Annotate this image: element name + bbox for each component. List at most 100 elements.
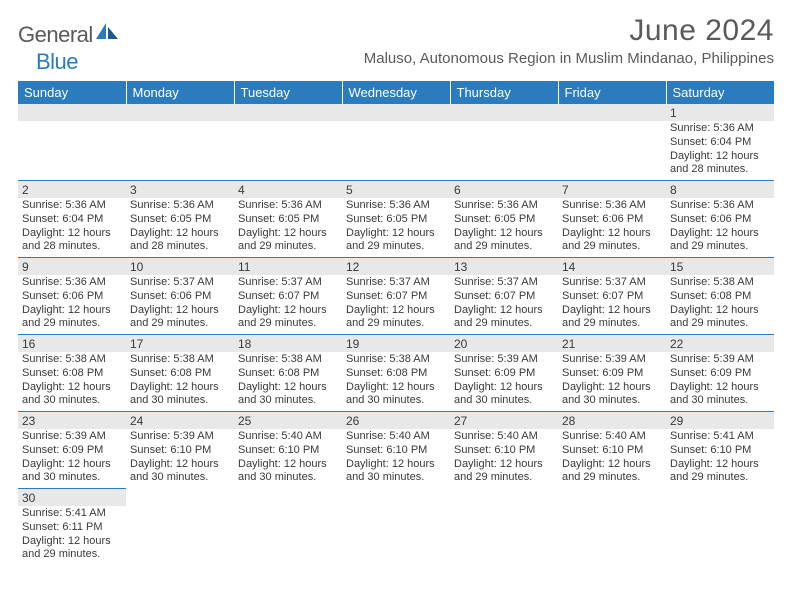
sunrise-line: Sunrise: 5:39 AM bbox=[22, 430, 122, 444]
day-number-cell: 27 bbox=[450, 412, 558, 430]
daylight-line: Daylight: 12 hours and 29 minutes. bbox=[562, 227, 662, 255]
day-number-row: 23242526272829 bbox=[18, 412, 774, 430]
day-number-cell bbox=[450, 489, 558, 507]
day-number-cell: 2 bbox=[18, 181, 126, 199]
daylight-line: Daylight: 12 hours and 29 minutes. bbox=[346, 227, 446, 255]
day-number-cell bbox=[558, 104, 666, 121]
daylight-line: Daylight: 12 hours and 29 minutes. bbox=[562, 458, 662, 486]
day-number-row: 2345678 bbox=[18, 181, 774, 199]
day-info-cell: Sunrise: 5:38 AMSunset: 6:08 PMDaylight:… bbox=[342, 352, 450, 412]
day-info-cell bbox=[126, 121, 234, 181]
day-number-cell: 12 bbox=[342, 258, 450, 276]
daylight-line: Daylight: 12 hours and 30 minutes. bbox=[22, 381, 122, 409]
day-number-cell: 24 bbox=[126, 412, 234, 430]
day-info-cell bbox=[342, 506, 450, 565]
sunrise-line: Sunrise: 5:37 AM bbox=[238, 276, 338, 290]
day-number-cell bbox=[18, 104, 126, 121]
sunrise-line: Sunrise: 5:36 AM bbox=[238, 199, 338, 213]
daylight-line: Daylight: 12 hours and 29 minutes. bbox=[238, 304, 338, 332]
daylight-line: Daylight: 12 hours and 30 minutes. bbox=[130, 381, 230, 409]
logo: General bbox=[18, 22, 121, 48]
logo-text-general: General bbox=[18, 22, 93, 48]
daylight-line: Daylight: 12 hours and 29 minutes. bbox=[454, 227, 554, 255]
day-info-cell: Sunrise: 5:36 AMSunset: 6:04 PMDaylight:… bbox=[666, 121, 774, 181]
sunrise-line: Sunrise: 5:37 AM bbox=[346, 276, 446, 290]
sunrise-line: Sunrise: 5:37 AM bbox=[130, 276, 230, 290]
day-info-row: Sunrise: 5:38 AMSunset: 6:08 PMDaylight:… bbox=[18, 352, 774, 412]
sunrise-line: Sunrise: 5:41 AM bbox=[22, 507, 122, 521]
daylight-line: Daylight: 12 hours and 30 minutes. bbox=[130, 458, 230, 486]
day-number-cell bbox=[666, 489, 774, 507]
sunset-line: Sunset: 6:09 PM bbox=[562, 367, 662, 381]
day-info-cell: Sunrise: 5:36 AMSunset: 6:04 PMDaylight:… bbox=[18, 198, 126, 258]
sunset-line: Sunset: 6:07 PM bbox=[454, 290, 554, 304]
month-title: June 2024 bbox=[364, 14, 774, 48]
day-header: Monday bbox=[126, 81, 234, 104]
daylight-line: Daylight: 12 hours and 28 minutes. bbox=[22, 227, 122, 255]
day-header: Saturday bbox=[666, 81, 774, 104]
day-number-cell: 6 bbox=[450, 181, 558, 199]
day-info-cell bbox=[18, 121, 126, 181]
day-info-cell: Sunrise: 5:36 AMSunset: 6:06 PMDaylight:… bbox=[558, 198, 666, 258]
day-number-row: 9101112131415 bbox=[18, 258, 774, 276]
day-info-cell: Sunrise: 5:40 AMSunset: 6:10 PMDaylight:… bbox=[234, 429, 342, 489]
sunrise-line: Sunrise: 5:36 AM bbox=[562, 199, 662, 213]
sunset-line: Sunset: 6:04 PM bbox=[670, 136, 770, 150]
sunrise-line: Sunrise: 5:40 AM bbox=[562, 430, 662, 444]
daylight-line: Daylight: 12 hours and 30 minutes. bbox=[238, 458, 338, 486]
sunset-line: Sunset: 6:08 PM bbox=[22, 367, 122, 381]
sunrise-line: Sunrise: 5:39 AM bbox=[454, 353, 554, 367]
sunrise-line: Sunrise: 5:38 AM bbox=[238, 353, 338, 367]
day-number-cell: 14 bbox=[558, 258, 666, 276]
daylight-line: Daylight: 12 hours and 28 minutes. bbox=[670, 150, 770, 178]
sunrise-line: Sunrise: 5:38 AM bbox=[22, 353, 122, 367]
sunset-line: Sunset: 6:07 PM bbox=[238, 290, 338, 304]
day-info-cell: Sunrise: 5:37 AMSunset: 6:06 PMDaylight:… bbox=[126, 275, 234, 335]
day-number-cell: 28 bbox=[558, 412, 666, 430]
sunset-line: Sunset: 6:09 PM bbox=[454, 367, 554, 381]
daylight-line: Daylight: 12 hours and 30 minutes. bbox=[238, 381, 338, 409]
day-header: Tuesday bbox=[234, 81, 342, 104]
day-number-cell: 15 bbox=[666, 258, 774, 276]
daylight-line: Daylight: 12 hours and 29 minutes. bbox=[346, 304, 446, 332]
day-info-cell: Sunrise: 5:36 AMSunset: 6:05 PMDaylight:… bbox=[342, 198, 450, 258]
day-info-cell: Sunrise: 5:37 AMSunset: 6:07 PMDaylight:… bbox=[342, 275, 450, 335]
daylight-line: Daylight: 12 hours and 29 minutes. bbox=[238, 227, 338, 255]
day-number-cell: 3 bbox=[126, 181, 234, 199]
day-number-cell: 1 bbox=[666, 104, 774, 121]
daylight-line: Daylight: 12 hours and 29 minutes. bbox=[454, 304, 554, 332]
day-number-cell: 29 bbox=[666, 412, 774, 430]
day-number-cell: 30 bbox=[18, 489, 126, 507]
daylight-line: Daylight: 12 hours and 30 minutes. bbox=[562, 381, 662, 409]
day-info-cell bbox=[666, 506, 774, 565]
day-number-cell: 21 bbox=[558, 335, 666, 353]
sunset-line: Sunset: 6:09 PM bbox=[670, 367, 770, 381]
day-number-cell: 13 bbox=[450, 258, 558, 276]
day-info-cell bbox=[558, 121, 666, 181]
day-number-cell: 22 bbox=[666, 335, 774, 353]
sunset-line: Sunset: 6:05 PM bbox=[346, 213, 446, 227]
sunrise-line: Sunrise: 5:37 AM bbox=[454, 276, 554, 290]
daylight-line: Daylight: 12 hours and 30 minutes. bbox=[670, 381, 770, 409]
day-number-row: 30 bbox=[18, 489, 774, 507]
sunset-line: Sunset: 6:10 PM bbox=[130, 444, 230, 458]
daylight-line: Daylight: 12 hours and 29 minutes. bbox=[562, 304, 662, 332]
day-number-cell: 10 bbox=[126, 258, 234, 276]
daylight-line: Daylight: 12 hours and 29 minutes. bbox=[670, 458, 770, 486]
day-number-cell: 23 bbox=[18, 412, 126, 430]
day-info-cell: Sunrise: 5:38 AMSunset: 6:08 PMDaylight:… bbox=[234, 352, 342, 412]
day-info-row: Sunrise: 5:36 AMSunset: 6:04 PMDaylight:… bbox=[18, 198, 774, 258]
day-info-cell bbox=[450, 506, 558, 565]
day-info-cell: Sunrise: 5:36 AMSunset: 6:05 PMDaylight:… bbox=[126, 198, 234, 258]
location-subtitle: Maluso, Autonomous Region in Muslim Mind… bbox=[364, 50, 774, 67]
sunset-line: Sunset: 6:08 PM bbox=[346, 367, 446, 381]
day-info-cell: Sunrise: 5:38 AMSunset: 6:08 PMDaylight:… bbox=[126, 352, 234, 412]
day-number-cell: 16 bbox=[18, 335, 126, 353]
sunrise-line: Sunrise: 5:36 AM bbox=[130, 199, 230, 213]
daylight-line: Daylight: 12 hours and 30 minutes. bbox=[454, 381, 554, 409]
sunrise-line: Sunrise: 5:38 AM bbox=[346, 353, 446, 367]
sunset-line: Sunset: 6:08 PM bbox=[130, 367, 230, 381]
day-number-cell bbox=[234, 489, 342, 507]
day-info-cell bbox=[342, 121, 450, 181]
sunset-line: Sunset: 6:10 PM bbox=[670, 444, 770, 458]
